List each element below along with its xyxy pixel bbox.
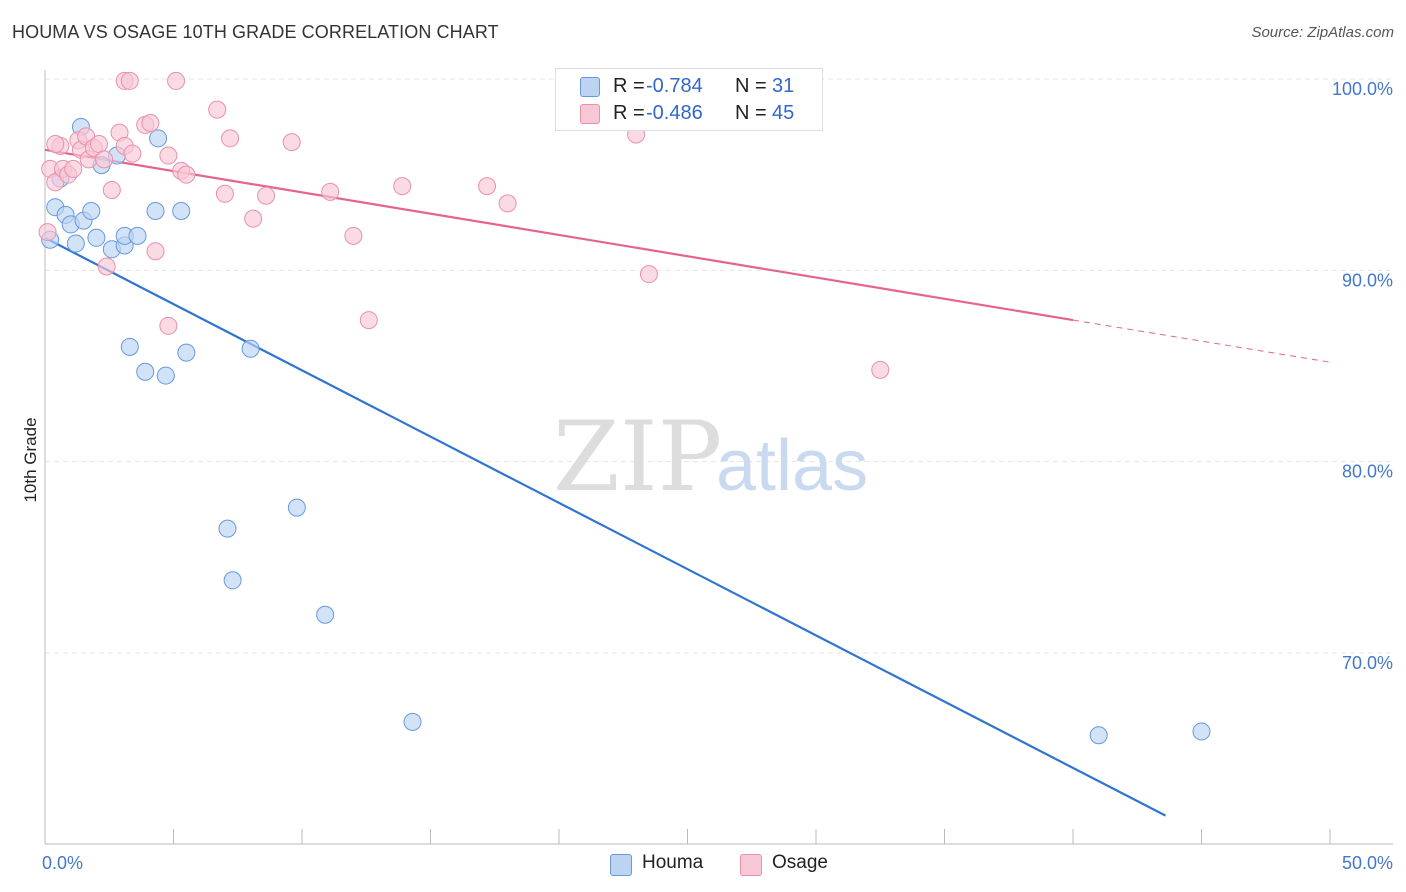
houma-point bbox=[223, 571, 242, 590]
osage-point bbox=[393, 177, 412, 196]
osage-point bbox=[89, 135, 108, 154]
osage-point bbox=[221, 129, 240, 148]
y-tick-label: 70.0% bbox=[1342, 653, 1393, 673]
houma-point bbox=[82, 202, 101, 221]
legend-n-label: N = bbox=[735, 75, 767, 97]
houma-point bbox=[172, 202, 191, 221]
houma-point bbox=[403, 712, 422, 731]
osage-point bbox=[215, 184, 234, 203]
legend-r-value: -0.486 bbox=[646, 102, 703, 124]
osage-point bbox=[46, 135, 65, 154]
houma-point bbox=[87, 228, 106, 247]
osage-point bbox=[208, 100, 227, 119]
houma-legend-swatch bbox=[610, 854, 632, 876]
osage-point bbox=[344, 226, 363, 245]
houma-point bbox=[128, 226, 147, 245]
houma-legend-label: Houma bbox=[642, 852, 704, 873]
chart-title: HOUMA VS OSAGE 10TH GRADE CORRELATION CH… bbox=[12, 22, 499, 42]
houma-point bbox=[136, 362, 155, 381]
axes bbox=[44, 70, 1393, 845]
y-tick-label: 90.0% bbox=[1342, 270, 1393, 290]
legend-r-label: R = bbox=[613, 102, 645, 124]
osage-point bbox=[141, 114, 160, 133]
osage-swatch bbox=[580, 104, 600, 124]
trend-lines bbox=[44, 148, 1331, 817]
houma-point bbox=[316, 605, 335, 624]
houma-swatch bbox=[580, 77, 600, 97]
osage-point bbox=[244, 209, 263, 228]
osage-point bbox=[359, 311, 378, 330]
houma-point bbox=[287, 498, 306, 517]
legend-r-value: -0.784 bbox=[646, 75, 703, 97]
data-points bbox=[38, 71, 1211, 745]
houma-point bbox=[1089, 726, 1108, 745]
osage-point bbox=[38, 223, 57, 242]
correlation-legend: R = -0.784 N = 31 R = -0.486 N = 45 bbox=[555, 68, 823, 131]
legend-n-value: 31 bbox=[772, 75, 795, 97]
y-tick-labels: 70.0% 80.0% 90.0% 100.0% bbox=[1332, 79, 1393, 673]
watermark-atlas: atlas bbox=[716, 426, 868, 506]
osage-point bbox=[321, 182, 340, 201]
osage-point bbox=[871, 360, 890, 379]
houma-point bbox=[177, 343, 196, 362]
osage-point bbox=[498, 194, 517, 213]
osage-legend-swatch bbox=[740, 854, 762, 876]
y-tick-label: 80.0% bbox=[1342, 462, 1393, 482]
osage-point bbox=[102, 180, 121, 199]
x-tick-label-max: 50.0% bbox=[1342, 853, 1393, 873]
houma-point bbox=[149, 129, 168, 148]
osage-point bbox=[177, 165, 196, 184]
osage-trend-line bbox=[44, 148, 1074, 322]
houma-point bbox=[146, 202, 165, 221]
osage-point bbox=[478, 177, 497, 196]
houma-point bbox=[241, 339, 260, 358]
houma-point bbox=[1192, 722, 1211, 741]
houma-trend-line bbox=[44, 236, 1167, 817]
grid-lines bbox=[45, 78, 1393, 654]
osage-legend-label: Osage bbox=[772, 852, 828, 873]
osage-point bbox=[159, 316, 178, 335]
osage-point bbox=[123, 144, 142, 163]
osage-point bbox=[97, 257, 116, 276]
osage-point bbox=[639, 265, 658, 284]
osage-point bbox=[282, 133, 301, 152]
legend-r-label: R = bbox=[613, 75, 645, 97]
houma-point bbox=[66, 234, 85, 253]
osage-point bbox=[159, 146, 178, 165]
osage-point bbox=[167, 71, 186, 90]
legend-n-value: 45 bbox=[772, 102, 795, 124]
legend-n-label: N = bbox=[735, 102, 767, 124]
osage-point bbox=[95, 150, 114, 169]
houma-point bbox=[156, 366, 175, 385]
x-tick-label-min: 0.0% bbox=[42, 853, 83, 873]
osage-point bbox=[64, 159, 83, 178]
osage-trend-extension bbox=[1072, 319, 1331, 363]
y-tick-label: 100.0% bbox=[1332, 79, 1393, 99]
houma-point bbox=[218, 519, 237, 538]
watermark: ZIP atlas bbox=[553, 401, 868, 513]
osage-point bbox=[146, 242, 165, 261]
y-axis-label: 10th Grade bbox=[21, 417, 40, 502]
chart-source: Source: ZipAtlas.com bbox=[1251, 24, 1394, 41]
osage-point bbox=[257, 186, 276, 205]
osage-point bbox=[120, 71, 139, 90]
watermark-zip: ZIP bbox=[553, 401, 722, 513]
houma-point bbox=[120, 337, 139, 356]
